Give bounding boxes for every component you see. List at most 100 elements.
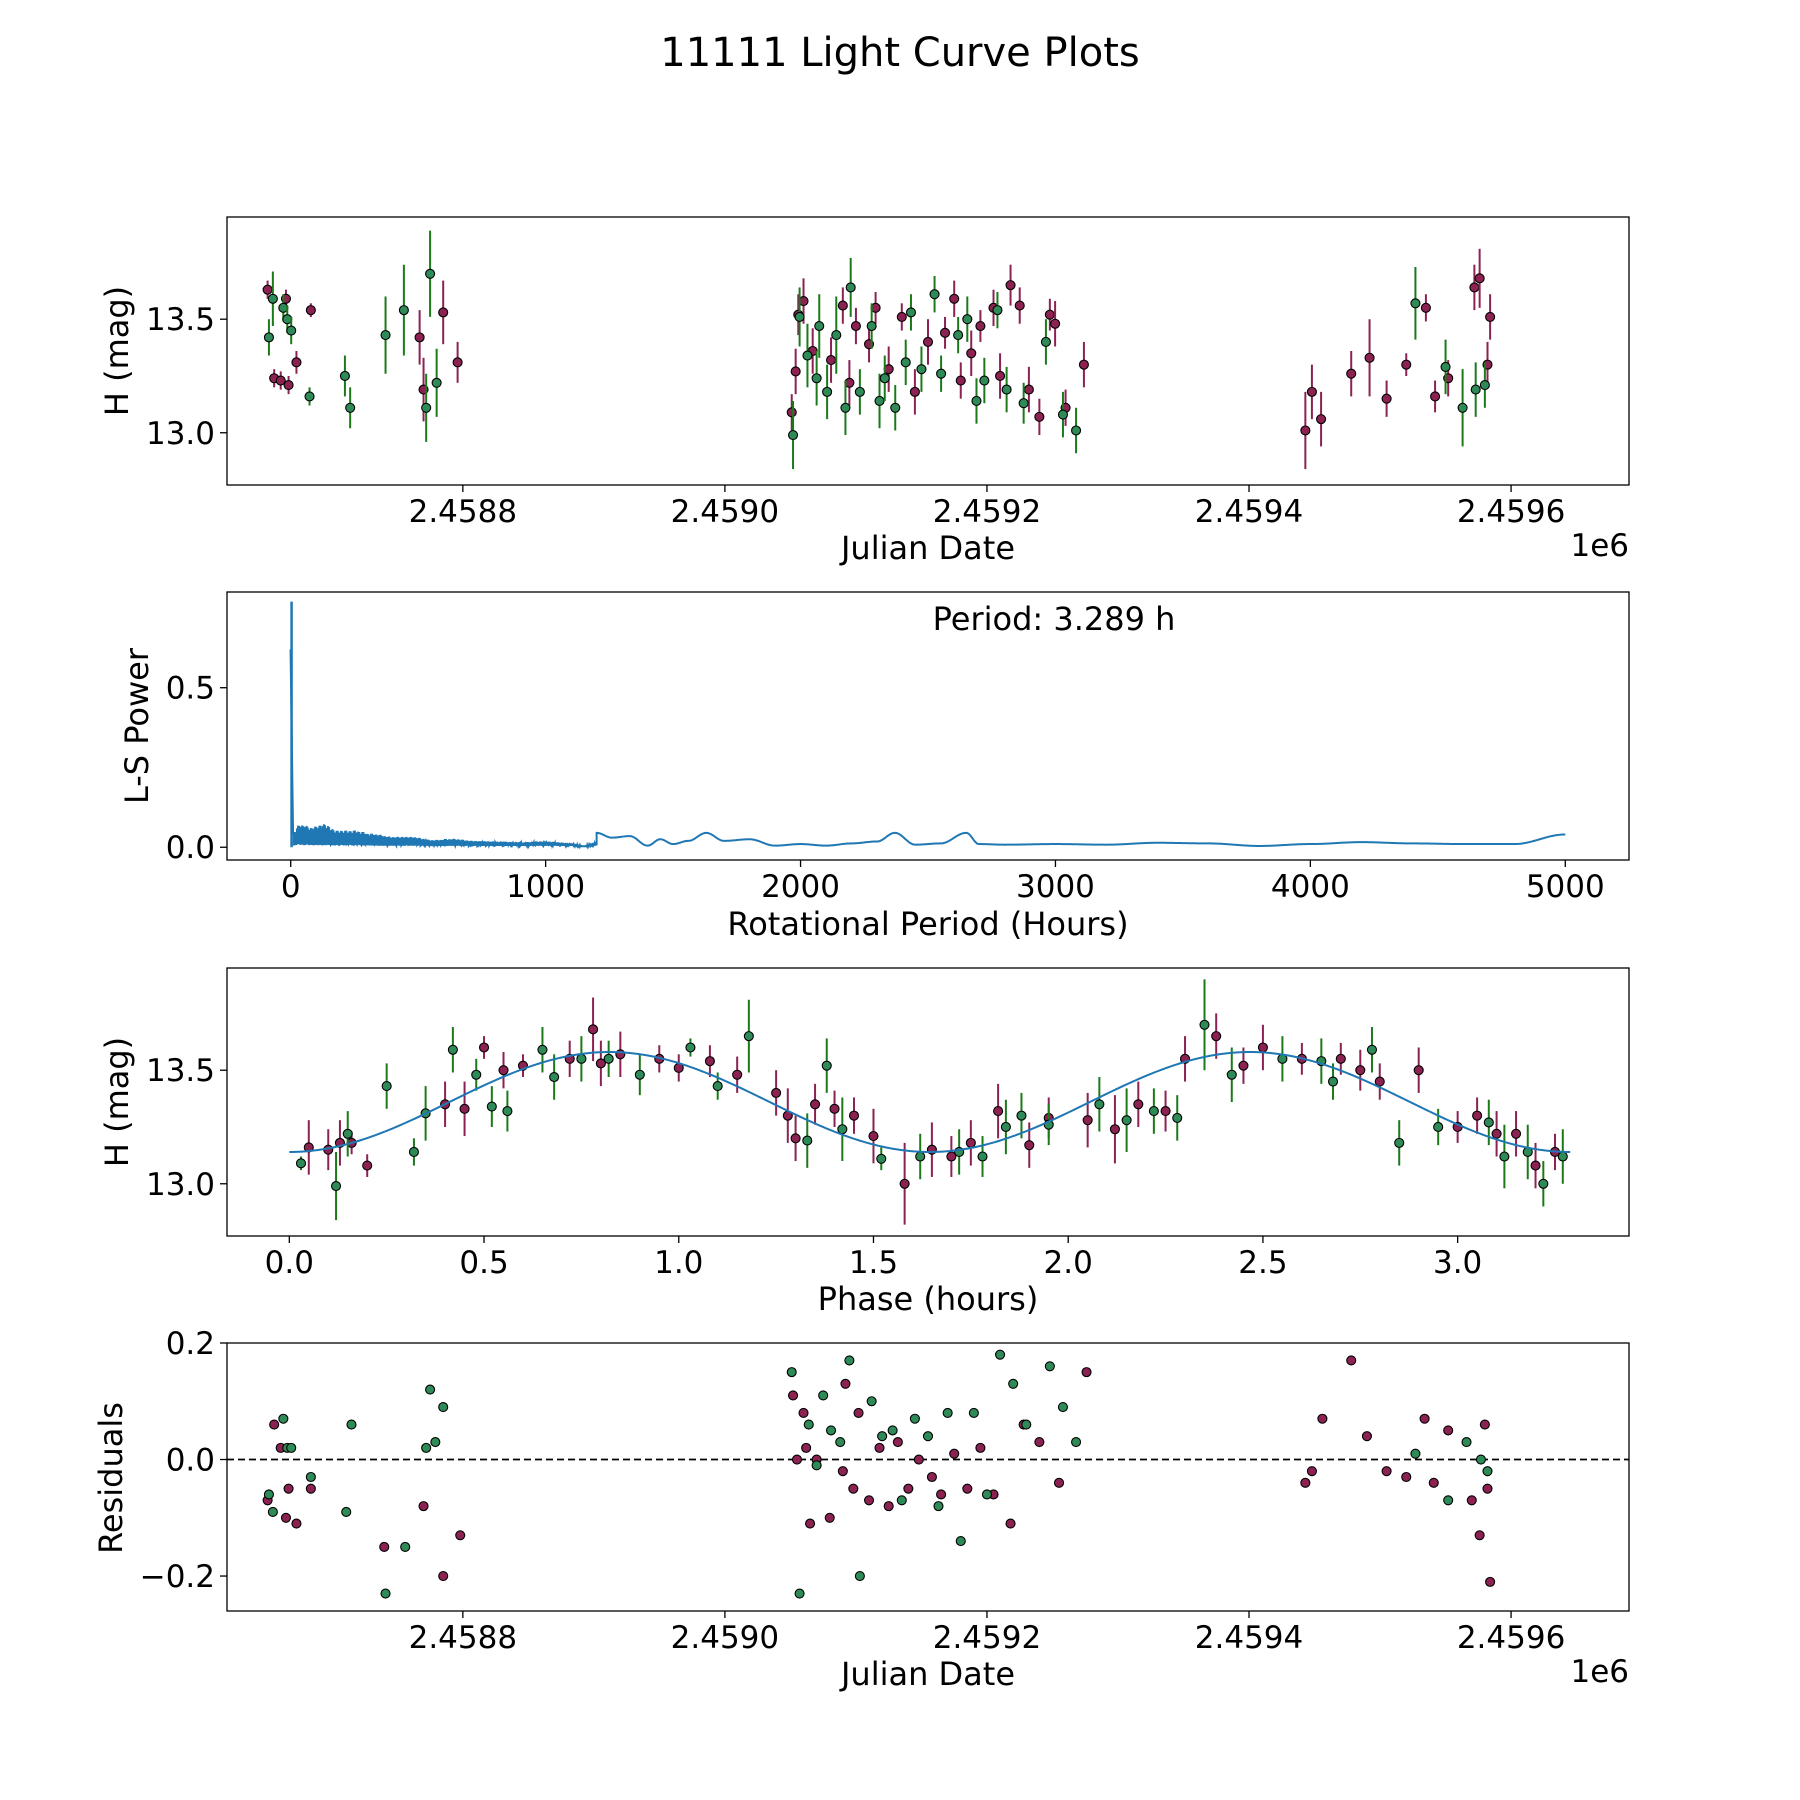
periodogram-y-ticks: 0.0 0.5: [166, 671, 227, 866]
data-point-r: [962, 1483, 973, 1494]
data-point-g: [942, 1407, 953, 1418]
data-point-r: [280, 1512, 292, 1523]
data-point-g: [900, 357, 911, 368]
data-point-r: [787, 1390, 799, 1401]
lightcurve-x-offset: 1e6: [1570, 528, 1629, 564]
data-point-r: [1034, 411, 1045, 422]
data-point-r: [452, 357, 463, 368]
data-point-g: [1366, 1044, 1378, 1055]
data-point-r: [966, 348, 977, 359]
data-point-r: [1443, 1425, 1454, 1436]
data-point-g: [1040, 336, 1051, 347]
data-point-r: [936, 1489, 947, 1500]
data-point-r: [1306, 386, 1317, 397]
data-point-g: [803, 1419, 814, 1430]
residuals-axes-frame: [226, 1342, 1630, 1612]
data-point-r: [262, 284, 273, 295]
data-point-r: [946, 1151, 957, 1162]
data-point-g: [854, 1570, 865, 1582]
data-point-g: [502, 1106, 513, 1117]
data-point-r: [269, 1419, 280, 1430]
data-point-r: [1482, 1483, 1493, 1494]
x-tick-label: 2000: [761, 869, 840, 905]
data-point-r: [291, 357, 302, 368]
data-point-r: [1419, 1413, 1430, 1424]
data-point-r: [798, 1407, 809, 1418]
data-point-g: [879, 373, 890, 384]
data-point-r: [1044, 309, 1055, 320]
lightcurve-plot-area: [262, 230, 1496, 470]
data-point-g: [549, 1071, 560, 1083]
data-point-r: [1485, 311, 1496, 322]
data-point-r: [1300, 1477, 1311, 1488]
data-point-r: [1053, 1477, 1065, 1488]
data-point-g: [802, 1135, 813, 1146]
phased-plot-area: [289, 979, 1571, 1225]
data-point-r: [1078, 359, 1089, 370]
data-point-r: [1474, 1530, 1485, 1541]
data-point-r: [1430, 391, 1441, 402]
data-point-r: [896, 311, 907, 322]
panel-phased: 0.0 0.5 1.0 1.5 2.0 2.5 3.0 13.0 13.5 Phase (ho…: [98, 967, 1630, 1318]
data-point-r: [1401, 359, 1412, 370]
phased-y-label: H (mag): [98, 1037, 136, 1167]
data-point-g: [1000, 1121, 1011, 1133]
data-point-g: [1557, 1151, 1568, 1162]
data-point-g: [1538, 1178, 1549, 1189]
x-tick-label: 0.5: [459, 1245, 508, 1281]
data-point-g: [1044, 1361, 1055, 1372]
data-point-r: [848, 1110, 860, 1121]
figure-title: 11111 Light Curve Plots: [660, 30, 1139, 76]
periodogram-y-label: L-S Power: [118, 647, 156, 804]
data-point-r: [1335, 1053, 1346, 1064]
data-point-g: [712, 1081, 723, 1092]
data-point-r: [955, 375, 966, 386]
data-point-g: [1470, 384, 1481, 395]
data-point-g: [933, 1501, 944, 1512]
data-point-r: [1491, 1128, 1502, 1139]
data-point-g: [1001, 384, 1012, 395]
lightcurve-y-ticks: 13.0 13.5: [146, 302, 227, 452]
data-point-r: [1133, 1099, 1144, 1110]
data-point-g: [1071, 425, 1082, 436]
x-tick-label: 3000: [1016, 869, 1095, 905]
data-point-g: [1410, 1448, 1421, 1459]
phased-y-ticks: 13.0 13.5: [146, 1053, 227, 1203]
data-point-r: [899, 1178, 910, 1189]
data-point-r: [824, 1512, 835, 1523]
data-point-g: [1071, 1436, 1082, 1448]
periodogram-plot-area: [289, 601, 1566, 850]
data-point-g: [1327, 1076, 1339, 1087]
lightcurve-axes-frame: [226, 216, 1630, 486]
data-point-r: [704, 1056, 715, 1067]
data-point-g: [537, 1044, 548, 1055]
data-point-r: [771, 1087, 782, 1098]
data-point-g: [1483, 1117, 1494, 1128]
data-point-g: [431, 377, 442, 388]
data-point-r: [1511, 1128, 1522, 1139]
residuals-x-ticks: 2.4588 2.4590 2.4592 2.4594 2.4596: [409, 1611, 1565, 1656]
residuals-x-offset: 1e6: [1570, 1654, 1629, 1690]
data-point-r: [1034, 1436, 1045, 1448]
data-point-r: [1081, 1367, 1092, 1378]
data-point-r: [1364, 352, 1375, 363]
lightcurve-y-label: H (mag): [98, 286, 136, 416]
data-point-r: [853, 1407, 864, 1418]
data-point-g: [1461, 1436, 1472, 1448]
data-point-g: [425, 1384, 436, 1395]
data-point-g: [398, 305, 409, 316]
data-point-r: [1401, 1471, 1412, 1483]
x-tick-label: 2.4590: [671, 494, 779, 530]
data-point-r: [1160, 1106, 1171, 1117]
data-point-g: [877, 1431, 888, 1442]
data-point-r: [863, 1495, 875, 1506]
data-point-g: [968, 1407, 979, 1418]
data-point-r: [995, 370, 1006, 382]
data-point-g: [1199, 1019, 1210, 1030]
data-point-g: [905, 307, 917, 318]
data-point-r: [1257, 1042, 1268, 1053]
data-point-g: [825, 1425, 837, 1436]
data-point-r: [805, 1518, 816, 1529]
data-point-r: [949, 293, 960, 304]
